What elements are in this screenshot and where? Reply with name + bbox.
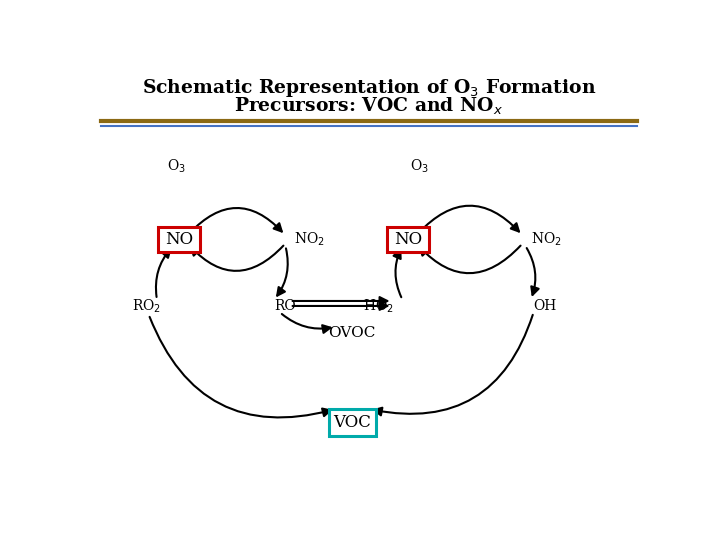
FancyArrowPatch shape <box>420 246 521 273</box>
FancyArrowPatch shape <box>189 208 282 233</box>
Text: Precursors: VOC and NO$_x$: Precursors: VOC and NO$_x$ <box>235 96 503 117</box>
Text: O$_3$: O$_3$ <box>167 158 186 176</box>
FancyBboxPatch shape <box>329 409 376 436</box>
FancyArrowPatch shape <box>282 314 330 333</box>
Text: RO: RO <box>274 299 296 313</box>
FancyArrowPatch shape <box>277 248 288 295</box>
Text: NO: NO <box>165 231 194 248</box>
Text: OVOC: OVOC <box>328 326 376 340</box>
FancyArrowPatch shape <box>527 248 539 295</box>
FancyArrowPatch shape <box>394 251 401 297</box>
Text: NO$_2$: NO$_2$ <box>294 231 325 248</box>
Text: O$_3$: O$_3$ <box>410 158 428 176</box>
FancyBboxPatch shape <box>387 227 429 252</box>
FancyArrowPatch shape <box>418 206 519 233</box>
FancyBboxPatch shape <box>158 227 200 252</box>
FancyArrowPatch shape <box>156 249 170 297</box>
Text: OH: OH <box>534 299 557 313</box>
Text: NO: NO <box>394 231 422 248</box>
FancyArrowPatch shape <box>374 315 533 415</box>
Text: Schematic Representation of O$_3$ Formation: Schematic Representation of O$_3$ Format… <box>142 77 596 99</box>
FancyArrowPatch shape <box>150 317 330 417</box>
FancyArrowPatch shape <box>191 246 284 271</box>
Text: RO$_2$: RO$_2$ <box>132 297 161 315</box>
Text: HO$_2$: HO$_2$ <box>364 297 394 315</box>
Text: NO$_2$: NO$_2$ <box>531 231 562 248</box>
Text: VOC: VOC <box>333 414 372 431</box>
